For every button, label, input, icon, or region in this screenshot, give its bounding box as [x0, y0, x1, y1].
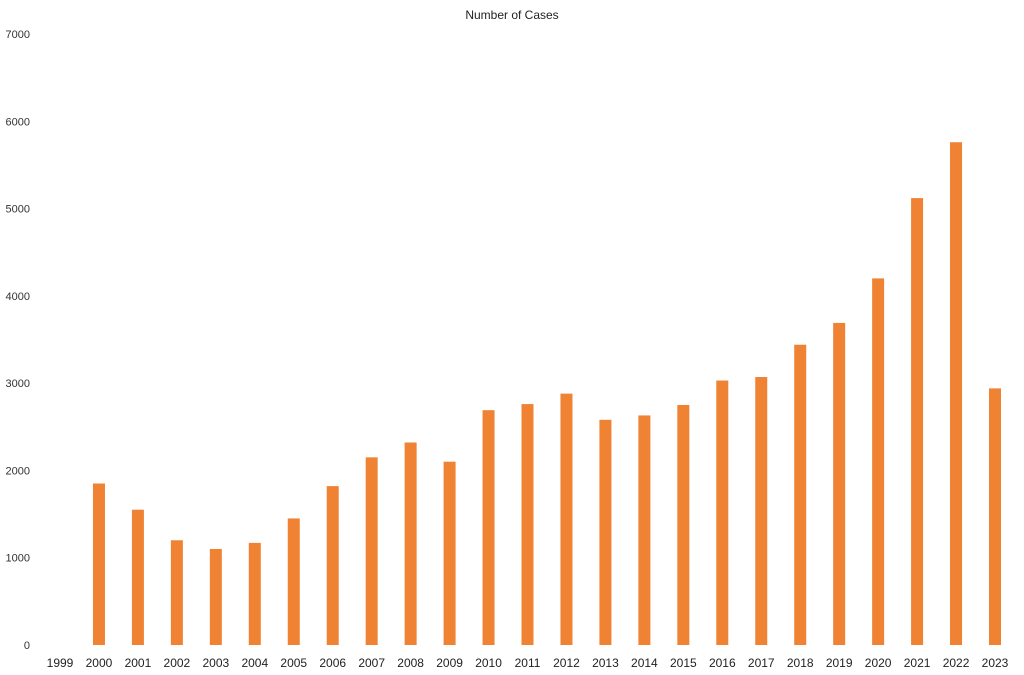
- bar-2017: [755, 377, 768, 645]
- x-tick-label: 2012: [553, 656, 580, 670]
- y-tick-label: 3000: [6, 378, 30, 390]
- bar-2005: [287, 518, 300, 645]
- bar-2015: [677, 404, 690, 645]
- bar-2013: [599, 419, 612, 645]
- bar-2002: [170, 540, 183, 645]
- bar-2019: [833, 322, 846, 645]
- bar-2020: [872, 278, 885, 645]
- y-tick-label: 4000: [6, 291, 30, 303]
- x-tick-label: 2002: [164, 656, 191, 670]
- x-tick-label: 2021: [904, 656, 931, 670]
- bar-2007: [365, 457, 378, 645]
- bar-2016: [716, 380, 729, 645]
- x-tick-label: 2017: [748, 656, 775, 670]
- x-tick-label: 2016: [709, 656, 736, 670]
- bar-2023: [989, 388, 1001, 645]
- x-tick-label: 2000: [86, 656, 113, 670]
- bar-2010: [482, 410, 495, 645]
- x-tick-label: 2014: [631, 656, 658, 670]
- bar-2021: [911, 198, 924, 645]
- bar-2001: [131, 509, 144, 645]
- y-tick-label: 1000: [6, 553, 30, 565]
- y-tick-label: 2000: [6, 465, 30, 477]
- bar-2018: [794, 344, 807, 645]
- bar-2011: [521, 404, 534, 645]
- bar-2022: [950, 142, 963, 646]
- bar-2003: [209, 548, 222, 645]
- x-tick-label: 2006: [319, 656, 346, 670]
- x-tick-label: 2008: [397, 656, 424, 670]
- x-tick-label: 2007: [358, 656, 385, 670]
- bar-2009: [443, 461, 456, 645]
- bar-2012: [560, 393, 573, 645]
- y-tick-label: 0: [24, 640, 30, 652]
- x-tick-label: 2022: [943, 656, 970, 670]
- bar-2000: [92, 483, 105, 645]
- bar-2006: [326, 486, 339, 645]
- x-tick-label: 2019: [826, 656, 853, 670]
- chart-title: Number of Cases: [465, 8, 559, 22]
- x-tick-label: 2011: [515, 656, 541, 670]
- x-tick-label: 2004: [241, 656, 268, 670]
- x-tick-label: 2018: [787, 656, 814, 670]
- y-tick-label: 7000: [6, 29, 30, 41]
- x-tick-label: 2015: [670, 656, 697, 670]
- x-tick-label: 2005: [280, 656, 307, 670]
- x-tick-label: 1999: [47, 656, 74, 670]
- bar-2014: [638, 415, 651, 645]
- y-tick-label: 6000: [6, 116, 30, 128]
- x-tick-label: 2003: [202, 656, 229, 670]
- x-tick-label: 2020: [865, 656, 892, 670]
- x-tick-label: 2001: [125, 656, 152, 670]
- x-tick-label: 2013: [592, 656, 619, 670]
- bar-2004: [248, 542, 261, 645]
- x-tick-label: 2010: [475, 656, 502, 670]
- x-tick-label: 2009: [436, 656, 463, 670]
- x-tick-label: 2023: [982, 656, 1009, 670]
- y-tick-label: 5000: [6, 204, 30, 216]
- bar-2008: [404, 442, 417, 645]
